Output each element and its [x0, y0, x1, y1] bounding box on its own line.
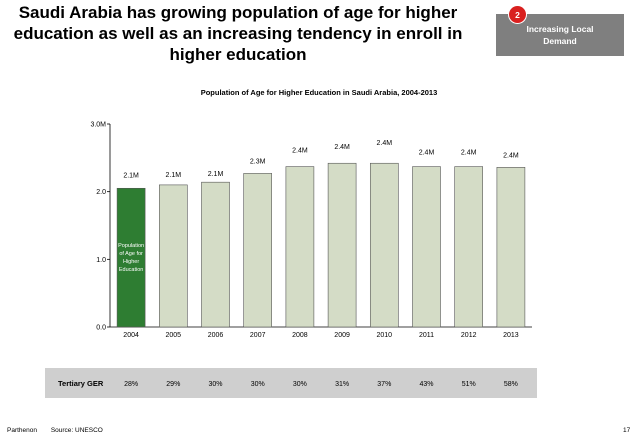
- y-tick-label: 1.0: [96, 257, 106, 264]
- ger-band: [45, 368, 537, 398]
- bar: [496, 167, 526, 328]
- x-tick-label: 2009: [334, 332, 350, 339]
- data-label: 2.4M: [503, 152, 519, 159]
- brand-name: Parthenon: [7, 427, 37, 434]
- data-label: 2.1M: [166, 172, 182, 179]
- page-number: 17: [623, 427, 631, 434]
- x-tick-label: 2010: [377, 332, 393, 339]
- bar-annotation: Education: [119, 267, 143, 273]
- data-label: 2.3M: [250, 158, 266, 165]
- x-tick-label: 2007: [250, 332, 266, 339]
- ger-value: 30%: [251, 381, 265, 388]
- bar: [285, 166, 315, 328]
- ger-value: 31%: [335, 381, 349, 388]
- x-tick-label: 2011: [419, 332, 434, 339]
- bar: [412, 166, 441, 328]
- chart-title: Population of Age for Higher Education i…: [200, 88, 438, 97]
- x-tick-label: 2005: [166, 332, 182, 339]
- data-label: 2.1M: [208, 171, 224, 178]
- x-tick-label: 2006: [208, 332, 224, 339]
- data-label: 2.4M: [419, 150, 435, 157]
- source-note: Source: UNESCO: [50, 427, 103, 434]
- bar-annotation: Higher: [123, 259, 139, 265]
- y-tick-label: 0.0: [96, 325, 106, 332]
- section-badge: Increasing Local Demand 2: [486, 0, 638, 58]
- ger-value: 43%: [419, 381, 433, 388]
- ger-value: 28%: [124, 381, 138, 388]
- y-tick-label: 3.0M: [90, 122, 106, 129]
- bar: [454, 166, 484, 328]
- data-label: 2.4M: [292, 148, 308, 155]
- ger-value: 30%: [208, 381, 222, 388]
- y-tick-label: 2.0: [96, 189, 106, 196]
- bar-annotation: of Age for: [119, 251, 143, 257]
- ger-value: 58%: [504, 381, 518, 388]
- data-label: 2.4M: [334, 144, 350, 151]
- ger-value: 37%: [377, 381, 391, 388]
- x-tick-label: 2004: [123, 332, 139, 339]
- bar: [243, 173, 272, 328]
- ger-label: Tertiary GER: [58, 379, 104, 388]
- section-number: 2: [509, 6, 526, 23]
- x-tick-label: 2013: [503, 332, 519, 339]
- bar: [369, 162, 399, 328]
- ger-value: 29%: [166, 381, 180, 388]
- ger-value: 30%: [293, 381, 307, 388]
- bar-annotation: Population: [118, 243, 144, 249]
- bar: [159, 184, 188, 328]
- data-label: 2.4M: [377, 140, 393, 147]
- ger-value: 51%: [462, 381, 476, 388]
- bar: [116, 187, 146, 328]
- x-tick-label: 2008: [292, 332, 308, 339]
- x-tick-label: 2012: [461, 332, 477, 339]
- bar: [327, 162, 357, 328]
- data-label: 2.1M: [123, 172, 139, 179]
- data-label: 2.4M: [461, 150, 477, 157]
- footer: Parthenon Source: UNESCO: [7, 427, 103, 434]
- bar: [201, 181, 230, 328]
- page-title: Saudi Arabia has growing population of a…: [13, 3, 463, 64]
